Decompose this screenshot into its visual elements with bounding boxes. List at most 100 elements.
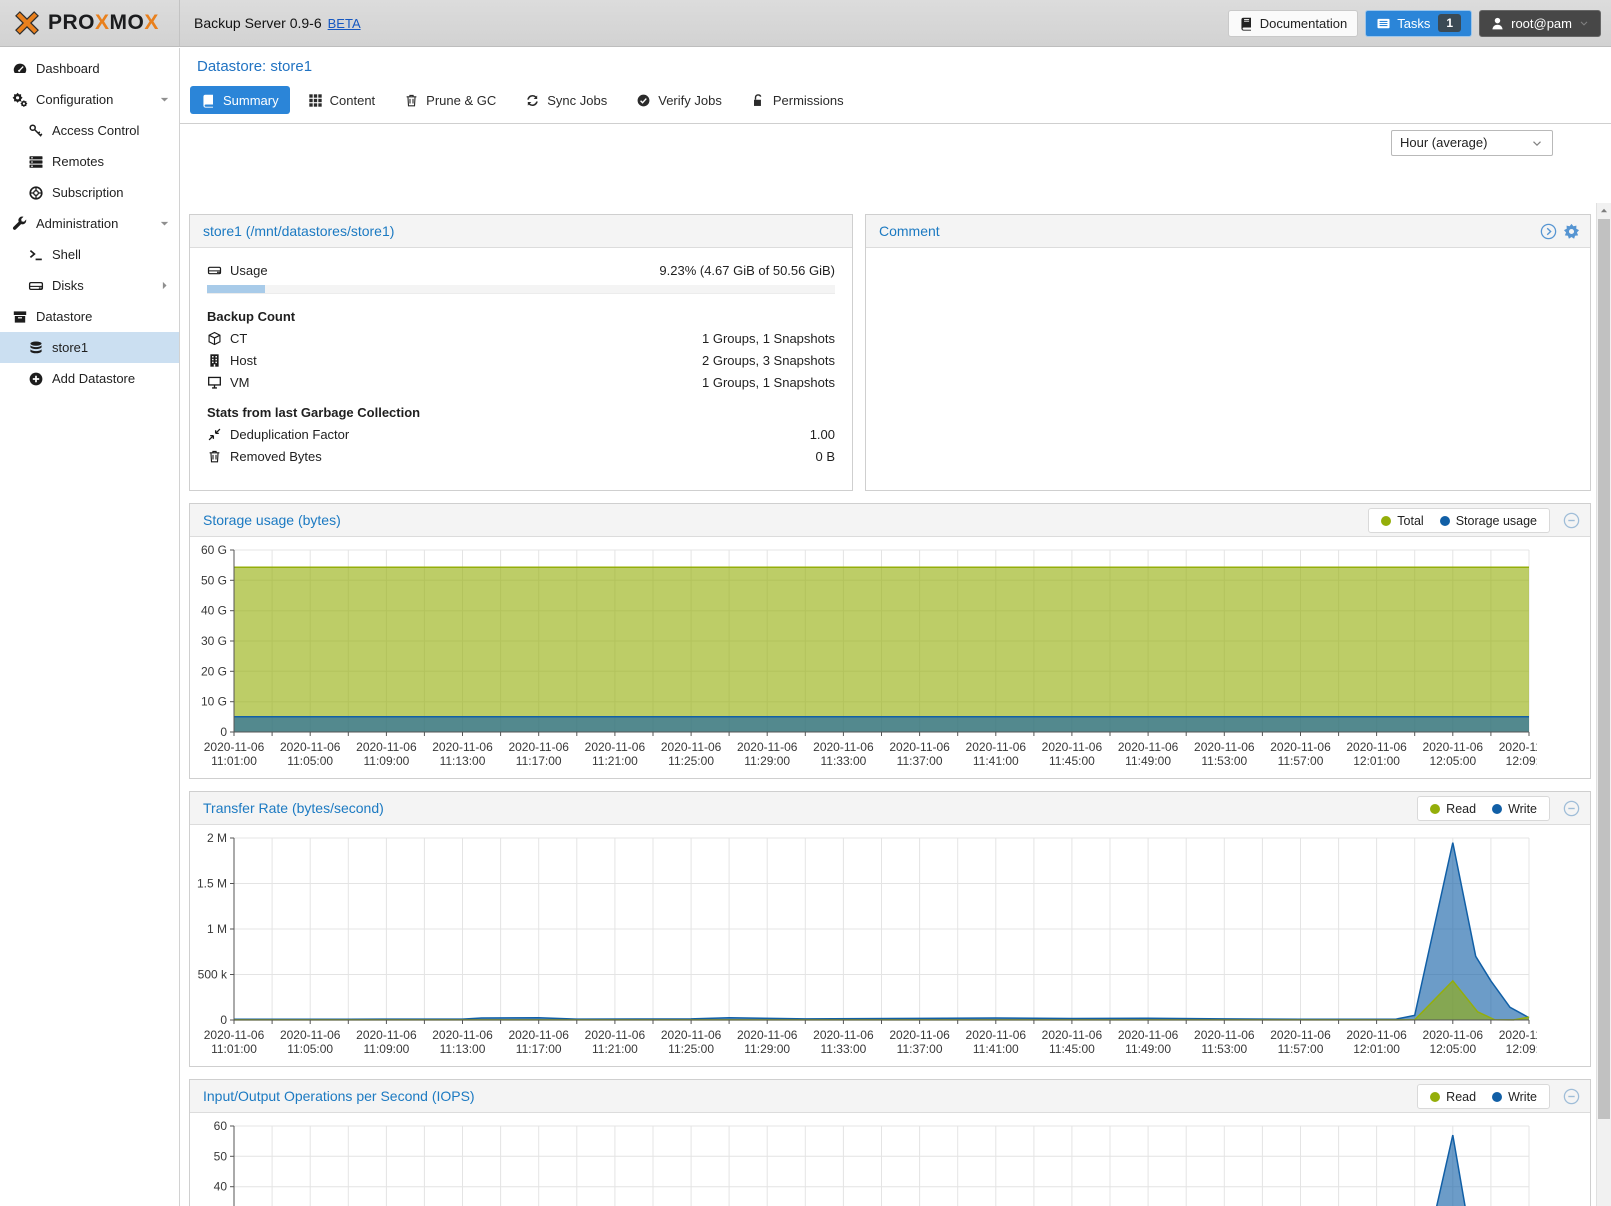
svg-text:11:41:00: 11:41:00	[973, 1042, 1019, 1056]
svg-text:2020-11-06: 2020-11-06	[1499, 1028, 1537, 1042]
sidebar-item-add-datastore[interactable]: Add Datastore	[0, 363, 179, 394]
tab-content[interactable]: Content	[297, 86, 387, 114]
chevron-down-icon	[1530, 136, 1544, 150]
usage-row: Usage 9.23% (4.67 GiB of 50.56 GiB)	[207, 263, 835, 278]
tab-prune-gc[interactable]: Prune & GC	[393, 86, 507, 114]
expand-circle-icon[interactable]	[1540, 223, 1557, 240]
tasks-button[interactable]: Tasks 1	[1365, 9, 1473, 37]
iops-chart: 01020304050602020-11-0611:01:002020-11-0…	[214, 1119, 1530, 1206]
svg-text:500 k: 500 k	[198, 968, 228, 982]
collapse-icon[interactable]	[1563, 800, 1580, 817]
svg-text:11:13:00: 11:13:00	[440, 1042, 486, 1056]
storage-usage-chart-panel: Storage usage (bytes) Total Storage usag…	[189, 503, 1591, 779]
tab-summary[interactable]: Summary	[190, 86, 290, 114]
chevron-right-icon[interactable]	[158, 279, 171, 292]
legend-item-write[interactable]: Write	[1492, 802, 1537, 816]
sidebar-item-dashboard[interactable]: Dashboard	[0, 53, 179, 84]
sidebar-item-remotes[interactable]: Remotes	[0, 146, 179, 177]
trash-icon	[404, 93, 419, 108]
svg-text:2020-11-06: 2020-11-06	[508, 740, 569, 754]
svg-text:2020-11-06: 2020-11-06	[1423, 1028, 1484, 1042]
tab-sync-jobs[interactable]: Sync Jobs	[514, 86, 618, 114]
svg-text:11:05:00: 11:05:00	[287, 1042, 333, 1056]
sidebar: Dashboard Configuration Access Control R…	[0, 48, 180, 1206]
svg-text:2020-11-06: 2020-11-06	[280, 1028, 341, 1042]
svg-text:2020-11-06: 2020-11-06	[204, 740, 265, 754]
svg-text:2020-11-06: 2020-11-06	[1270, 1028, 1331, 1042]
svg-text:2020-11-06: 2020-11-06	[1423, 740, 1484, 754]
beta-link[interactable]: BETA	[327, 15, 361, 31]
count-row-vm: VM 1 Groups, 1 Snapshots	[207, 375, 835, 390]
legend-dot	[1492, 803, 1503, 814]
removed-bytes-row: Removed Bytes 0 B	[207, 449, 835, 464]
datastore-info-panel: store1 (/mnt/datastores/store1) Usage 9.…	[189, 214, 853, 491]
gear-icon[interactable]	[1563, 223, 1580, 240]
svg-text:2020-11-06: 2020-11-06	[1270, 740, 1331, 754]
svg-text:60 G: 60 G	[201, 543, 227, 557]
usage-value: 9.23% (4.67 GiB of 50.56 GiB)	[659, 263, 835, 278]
chart-legend: Read Write	[1417, 1084, 1550, 1109]
sidebar-item-administration[interactable]: Administration	[0, 208, 179, 239]
user-menu-button[interactable]: root@pam	[1479, 9, 1601, 37]
documentation-button[interactable]: Documentation	[1227, 9, 1359, 37]
time-range-select[interactable]: Hour (average)	[1391, 129, 1553, 156]
sidebar-item-shell[interactable]: Shell	[0, 239, 179, 270]
svg-text:2020-11-06: 2020-11-06	[356, 1028, 417, 1042]
legend-item-read[interactable]: Read	[1430, 802, 1476, 816]
gears-icon	[12, 92, 28, 108]
legend-item-total[interactable]: Total	[1381, 514, 1424, 528]
chart-legend: Total Storage usage	[1368, 508, 1550, 533]
sidebar-item-subscription[interactable]: Subscription	[0, 177, 179, 208]
svg-text:2020-11-06: 2020-11-06	[1118, 1028, 1179, 1042]
collapse-icon[interactable]	[1563, 1088, 1580, 1105]
chevron-down-icon[interactable]	[158, 93, 171, 106]
legend-dot	[1430, 1091, 1441, 1102]
scrollbar-thumb[interactable]	[1598, 219, 1610, 1119]
compress-icon	[207, 427, 222, 442]
wrench-icon	[12, 215, 28, 232]
sidebar-item-access-control[interactable]: Access Control	[0, 115, 179, 146]
grid-icon	[308, 93, 323, 108]
vertical-scrollbar[interactable]	[1596, 203, 1611, 1206]
svg-text:2020-11-06: 2020-11-06	[889, 1028, 950, 1042]
legend-item-storage-usage[interactable]: Storage usage	[1439, 514, 1537, 528]
tachometer-icon	[12, 61, 28, 77]
gc-stats-heading: Stats from last Garbage Collection	[207, 405, 421, 420]
legend-item-write[interactable]: Write	[1492, 1090, 1537, 1104]
svg-text:11:45:00: 11:45:00	[1049, 754, 1095, 768]
brand-wordmark: PROXMOX	[48, 11, 159, 34]
svg-text:40: 40	[214, 1180, 228, 1194]
sidebar-item-configuration[interactable]: Configuration	[0, 84, 179, 115]
user-icon	[1490, 16, 1505, 31]
svg-text:2020-11-06: 2020-11-06	[1499, 740, 1537, 754]
svg-text:1 M: 1 M	[207, 922, 227, 936]
scroll-up-arrow[interactable]	[1597, 203, 1611, 218]
page-title: Datastore: store1	[197, 58, 313, 75]
svg-text:2020-11-06: 2020-11-06	[737, 740, 798, 754]
top-bar: PROXMOX Backup Server 0.9-6 BETA Documen…	[0, 0, 1611, 47]
chevron-down-icon[interactable]	[158, 217, 171, 230]
collapse-icon[interactable]	[1563, 512, 1580, 529]
archive-box-icon	[12, 309, 28, 325]
unlock-icon	[751, 93, 766, 108]
svg-text:50 G: 50 G	[201, 573, 227, 587]
sidebar-item-disks[interactable]: Disks	[0, 270, 179, 301]
svg-text:2020-11-06: 2020-11-06	[204, 1028, 265, 1042]
sidebar-item-datastore[interactable]: Datastore	[0, 301, 179, 332]
tab-permissions[interactable]: Permissions	[740, 86, 855, 114]
svg-text:11:29:00: 11:29:00	[744, 1042, 790, 1056]
desktop-icon	[207, 375, 222, 390]
svg-text:2 M: 2 M	[207, 831, 227, 845]
dedup-row: Deduplication Factor 1.00	[207, 427, 835, 442]
comment-body[interactable]	[866, 248, 1590, 482]
svg-text:2020-11-06: 2020-11-06	[813, 740, 874, 754]
svg-text:1.5 M: 1.5 M	[197, 877, 227, 891]
sidebar-item-store1[interactable]: store1	[0, 332, 179, 363]
svg-text:2020-11-06: 2020-11-06	[1118, 740, 1179, 754]
legend-dot	[1439, 515, 1450, 526]
svg-text:11:49:00: 11:49:00	[1125, 1042, 1171, 1056]
tab-verify-jobs[interactable]: Verify Jobs	[625, 86, 733, 114]
svg-text:2020-11-06: 2020-11-06	[1042, 740, 1103, 754]
legend-item-read[interactable]: Read	[1430, 1090, 1476, 1104]
